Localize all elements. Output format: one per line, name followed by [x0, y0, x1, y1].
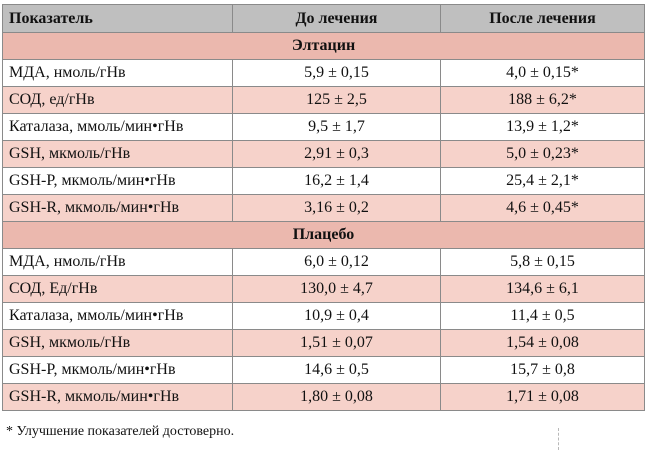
after-value-cell: 188 ± 6,2* [440, 86, 645, 114]
before-value-cell: 10,9 ± 0,4 [232, 302, 441, 330]
before-value-cell: 9,5 ± 1,7 [232, 113, 441, 141]
table-row: GSH-P, мкмоль/мин•гНв 16,2 ± 1,4 25,4 ± 2,… [2, 167, 645, 195]
results-table: Показатель До лечения После лечения Элта… [2, 4, 645, 411]
before-value-cell: 3,16 ± 0,2 [232, 194, 441, 222]
group-title: Плацебо [2, 221, 645, 249]
header-before-treatment: До лечения [232, 4, 441, 33]
after-value-cell: 134,6 ± 6,1 [440, 275, 645, 303]
table-row: МДА, нмоль/гНв 6,0 ± 0,12 5,8 ± 0,15 [2, 248, 645, 276]
table-row: GSH-P, мкмоль/мин•гНв 14,6 ± 0,5 15,7 ± 0,… [2, 356, 645, 384]
table-row: Каталаза, ммоль/мин•гНв 10,9 ± 0,4 11,4 ± … [2, 302, 645, 330]
footnote: * Улучшение показателей достоверно. [6, 424, 235, 439]
indicator-cell: Каталаза, ммоль/мин•гНв [2, 113, 233, 141]
indicator-cell: МДА, нмоль/гНв [2, 248, 233, 276]
table-row: GSH, мкмоль/гНв 2,91 ± 0,3 5,0 ± 0,23* [2, 140, 645, 168]
indicator-cell: МДА, нмоль/гНв [2, 59, 233, 87]
before-value-cell: 1,51 ± 0,07 [232, 329, 441, 357]
indicator-cell: GSH-R, мкмоль/мин•гНв [2, 194, 233, 222]
dashed-divider [558, 428, 559, 450]
before-value-cell: 2,91 ± 0,3 [232, 140, 441, 168]
after-value-cell: 4,6 ± 0,45* [440, 194, 645, 222]
after-value-cell: 25,4 ± 2,1* [440, 167, 645, 195]
group-header-row: Элтацин [2, 32, 645, 60]
before-value-cell: 125 ± 2,5 [232, 86, 441, 114]
header-indicator: Показатель [2, 4, 233, 33]
after-value-cell: 4,0 ± 0,15* [440, 59, 645, 87]
indicator-cell: СОД, ед/гНв [2, 86, 233, 114]
indicator-cell: GSH-R, мкмоль/мин•гНв [2, 383, 233, 411]
after-value-cell: 11,4 ± 0,5 [440, 302, 645, 330]
indicator-cell: GSH, мкмоль/гНв [2, 140, 233, 168]
after-value-cell: 5,0 ± 0,23* [440, 140, 645, 168]
after-value-cell: 15,7 ± 0,8 [440, 356, 645, 384]
indicator-cell: Каталаза, ммоль/мин•гНв [2, 302, 233, 330]
after-value-cell: 1,54 ± 0,08 [440, 329, 645, 357]
table-row: МДА, нмоль/гНв 5,9 ± 0,15 4,0 ± 0,15* [2, 59, 645, 87]
after-value-cell: 1,71 ± 0,08 [440, 383, 645, 411]
table-row: СОД, Ед/гНв 130,0 ± 4,7 134,6 ± 6,1 [2, 275, 645, 303]
indicator-cell: GSH-P, мкмоль/мин•гНв [2, 167, 233, 195]
after-value-cell: 13,9 ± 1,2* [440, 113, 645, 141]
table-body: Элтацин МДА, нмоль/гНв 5,9 ± 0,15 4,0 ± 0,1… [2, 32, 645, 411]
table-row: Каталаза, ммоль/мин•гНв 9,5 ± 1,7 13,9 ± 1… [2, 113, 645, 141]
before-value-cell: 5,9 ± 0,15 [232, 59, 441, 87]
table-row: GSH-R, мкмоль/мин•гНв 1,80 ± 0,08 1,71 ± 0… [2, 383, 645, 411]
after-value-cell: 5,8 ± 0,15 [440, 248, 645, 276]
before-value-cell: 16,2 ± 1,4 [232, 167, 441, 195]
group-title: Элтацин [2, 32, 645, 60]
header-after-treatment: После лечения [440, 4, 645, 33]
before-value-cell: 1,80 ± 0,08 [232, 383, 441, 411]
before-value-cell: 14,6 ± 0,5 [232, 356, 441, 384]
table-row: GSH-R, мкмоль/мин•гНв 3,16 ± 0,2 4,6 ± 0,4… [2, 194, 645, 222]
indicator-cell: GSH, мкмоль/гНв [2, 329, 233, 357]
indicator-cell: GSH-P, мкмоль/мин•гНв [2, 356, 233, 384]
table-row: СОД, ед/гНв 125 ± 2,5 188 ± 6,2* [2, 86, 645, 114]
table-header-row: Показатель До лечения После лечения [2, 4, 645, 33]
before-value-cell: 130,0 ± 4,7 [232, 275, 441, 303]
indicator-cell: СОД, Ед/гНв [2, 275, 233, 303]
before-value-cell: 6,0 ± 0,12 [232, 248, 441, 276]
group-header-row: Плацебо [2, 221, 645, 249]
table-row: GSH, мкмоль/гНв 1,51 ± 0,07 1,54 ± 0,08 [2, 329, 645, 357]
